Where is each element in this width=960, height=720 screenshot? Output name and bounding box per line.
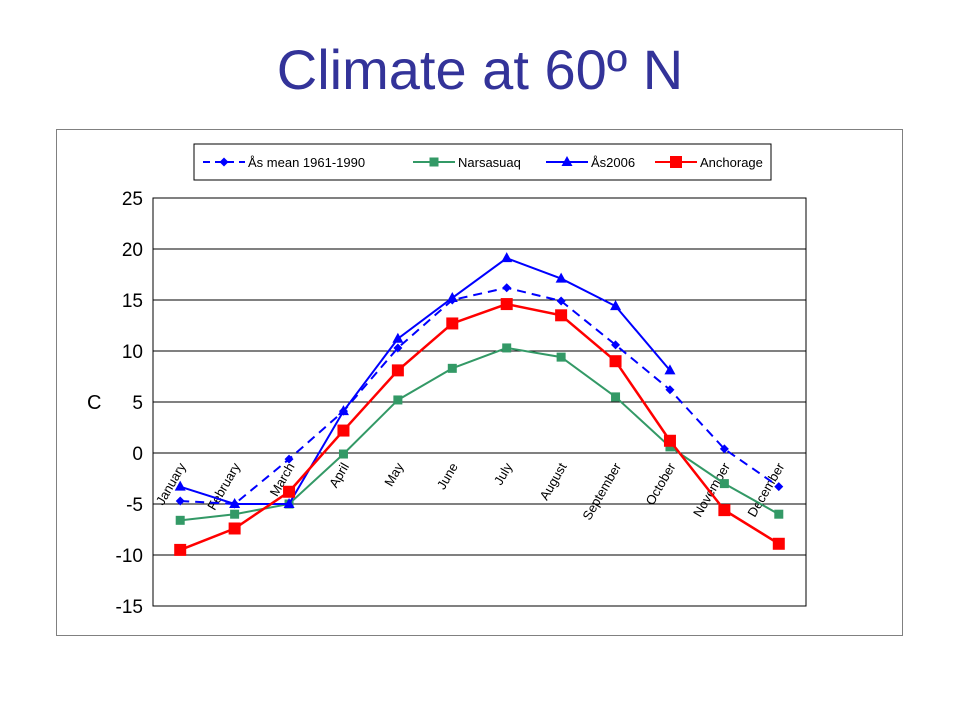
- series-line: [180, 346, 780, 522]
- data-point: [447, 363, 457, 373]
- y-tick-label: -10: [116, 546, 143, 567]
- x-category-label: October: [642, 459, 678, 507]
- x-category-label: April: [326, 460, 352, 490]
- x-category-label: June: [434, 460, 461, 492]
- legend-entry: Ås2006: [546, 155, 635, 170]
- y-tick-label: -15: [116, 597, 143, 618]
- chart-frame: Ås mean 1961-1990 Narsasuaq Ås2006 Anchorag…: [56, 129, 903, 636]
- data-point: [391, 364, 404, 377]
- data-point: [174, 543, 187, 556]
- chart-series: [174, 252, 785, 556]
- data-point: [446, 317, 459, 330]
- y-tick-label: 10: [122, 342, 143, 363]
- legend-label: Anchorage: [700, 155, 763, 170]
- data-point: [502, 343, 512, 353]
- data-point: [338, 449, 348, 459]
- data-point: [446, 291, 458, 302]
- series-2: [175, 343, 784, 525]
- legend-label: Ås mean 1961-1990: [248, 155, 365, 170]
- line-chart: Ås mean 1961-1990 Narsasuaq Ås2006 Anchorag…: [87, 143, 807, 618]
- data-point: [772, 537, 785, 550]
- data-point: [393, 343, 403, 353]
- data-point: [719, 479, 729, 489]
- legend-entry: Anchorage: [655, 155, 763, 170]
- y-tick-label: 25: [122, 189, 143, 210]
- data-point: [611, 392, 621, 402]
- data-point: [609, 355, 622, 368]
- data-point: [718, 504, 731, 517]
- data-point: [665, 385, 675, 395]
- data-point: [561, 156, 573, 166]
- data-point: [228, 522, 241, 535]
- data-point: [502, 283, 512, 293]
- y-tick-label: -5: [126, 495, 143, 516]
- slide-title: Climate at 60º N: [276, 38, 684, 101]
- data-point: [392, 332, 404, 343]
- series-line: [180, 286, 780, 506]
- data-point: [174, 480, 186, 491]
- data-point: [555, 272, 567, 283]
- data-point: [670, 156, 682, 168]
- series-line: [179, 257, 671, 505]
- data-point: [611, 340, 621, 350]
- data-point: [664, 364, 676, 375]
- series-3: [174, 252, 676, 508]
- data-point: [663, 434, 676, 447]
- data-point: [500, 298, 513, 311]
- data-point: [283, 485, 296, 498]
- series-4: [174, 298, 785, 556]
- data-point: [665, 442, 675, 452]
- data-point: [556, 352, 566, 362]
- chart-legend: Ås mean 1961-1990 Narsasuaq Ås2006 Anchorag…: [193, 143, 772, 181]
- data-point: [774, 482, 784, 492]
- data-point: [175, 515, 185, 525]
- data-point: [219, 157, 229, 167]
- data-point: [556, 296, 566, 306]
- x-category-label: September: [579, 459, 624, 522]
- series-line: [179, 302, 780, 552]
- data-point: [429, 157, 439, 167]
- y-tick-label: 15: [122, 291, 143, 312]
- legend-label: Ås2006: [591, 155, 635, 170]
- x-category-label: May: [381, 460, 407, 489]
- legend-entry: Ås mean 1961-1990: [203, 155, 365, 170]
- data-point: [393, 395, 403, 405]
- x-category-label: July: [491, 460, 516, 488]
- data-point: [229, 498, 241, 508]
- data-point: [719, 444, 729, 454]
- x-category-label: August: [536, 460, 569, 503]
- chart-gridlines: [152, 197, 807, 607]
- data-point: [501, 252, 513, 263]
- y-axis-ticks: 25 20 15 10 5 0 -5 -10 -15: [116, 189, 143, 618]
- data-point: [283, 498, 295, 508]
- data-point: [555, 309, 568, 322]
- data-point: [284, 454, 294, 464]
- data-point: [337, 405, 349, 416]
- series-1: [175, 283, 784, 509]
- y-axis-label: C: [87, 392, 101, 414]
- legend-entry: Narsasuaq: [413, 155, 521, 170]
- data-point: [230, 509, 240, 519]
- data-point: [337, 424, 350, 437]
- legend-label: Narsasuaq: [458, 155, 521, 170]
- data-point: [175, 496, 185, 506]
- data-point: [774, 509, 784, 519]
- y-tick-label: 20: [122, 240, 143, 261]
- y-tick-label: 0: [132, 444, 143, 465]
- y-tick-label: 5: [132, 393, 143, 414]
- data-point: [610, 300, 622, 311]
